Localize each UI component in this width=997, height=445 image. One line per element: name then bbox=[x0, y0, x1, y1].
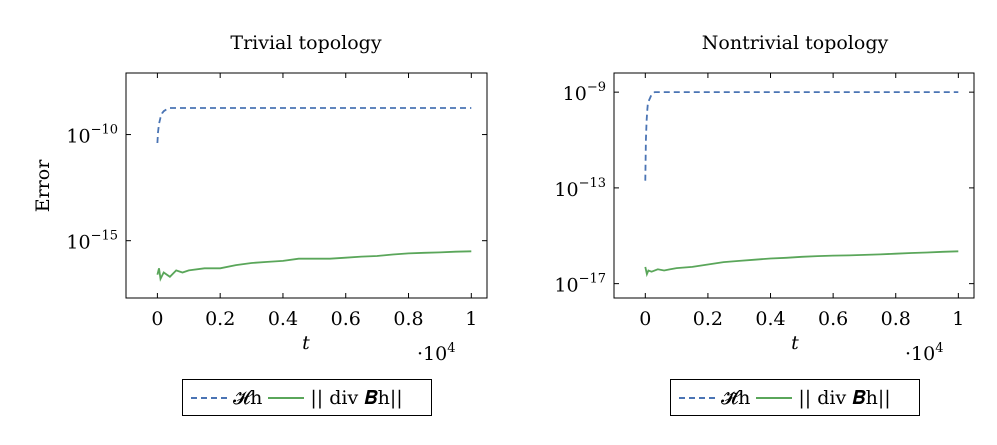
right-x-tick-label: 0.6 bbox=[818, 308, 848, 330]
left-x-tick-label: 0.2 bbox=[205, 308, 235, 330]
left-x-multiplier: ·104 bbox=[417, 341, 456, 365]
left-series-helicity-line bbox=[156, 107, 472, 144]
right-y-tick-label: 10−9 bbox=[563, 80, 606, 105]
left-legend-solid-swatch bbox=[268, 396, 305, 399]
right-legend: 𝓗̃h || div 𝑩h|| bbox=[670, 379, 920, 416]
right-series-divergence-line bbox=[644, 250, 959, 278]
left-x-tick-label: 0.4 bbox=[268, 308, 298, 330]
right-x-tick-label: 0.2 bbox=[693, 308, 723, 330]
left-x-axis-label: t bbox=[302, 332, 310, 354]
left-y-tick-label: 10−15 bbox=[66, 229, 118, 254]
left-chart: Trivial topology 0 0.2 0.4 0.6 0.8 1 10−10 10−1… bbox=[32, 32, 488, 365]
right-x-tick-label: 0 bbox=[639, 308, 651, 330]
left-y-axis-label: Error bbox=[32, 159, 54, 212]
left-marks: 0 0.2 0.4 0.6 0.8 1 10−10 10−15 bbox=[66, 73, 487, 330]
right-legend-solid-swatch bbox=[756, 396, 793, 399]
right-chart: Nontrivial topology 0 0.2 0.4 0.6 0.8 1 10−9 10… bbox=[554, 32, 975, 365]
right-x-axis-label: t bbox=[791, 332, 799, 354]
left-x-tick-label: 1 bbox=[465, 308, 477, 330]
left-legend-dashed-swatch bbox=[191, 396, 227, 399]
right-legend-series-2: || div 𝑩h|| bbox=[798, 386, 891, 409]
left-x-tick-label: 0.6 bbox=[331, 308, 361, 330]
left-legend: 𝓗h || div 𝑩h|| bbox=[182, 379, 432, 416]
left-x-tick-label: 0 bbox=[151, 308, 163, 330]
left-legend-series-1: 𝓗h bbox=[233, 386, 263, 409]
right-x-tick-label: 0.8 bbox=[881, 308, 911, 330]
right-x-tick-label: 1 bbox=[952, 308, 964, 330]
right-y-tick-label: 10−17 bbox=[554, 272, 606, 297]
left-series-divergence-line bbox=[156, 250, 472, 282]
right-legend-series-1: 𝓗̃h bbox=[721, 386, 751, 409]
right-plot-frame bbox=[613, 72, 975, 299]
right-x-tick-label: 0.4 bbox=[755, 308, 785, 330]
right-chart-title: Nontrivial topology bbox=[702, 32, 889, 54]
right-marks: 0 0.2 0.4 0.6 0.8 1 10−9 10−13 10−17 bbox=[554, 73, 974, 330]
left-legend-series-2: || div 𝑩h|| bbox=[310, 386, 403, 409]
left-y-tick-label: 10−10 bbox=[66, 123, 118, 148]
right-y-tick-label: 10−13 bbox=[554, 176, 606, 201]
left-x-tick-label: 0.8 bbox=[393, 308, 423, 330]
left-plot-frame bbox=[125, 72, 488, 299]
left-chart-title: Trivial topology bbox=[230, 32, 381, 54]
right-x-multiplier: ·104 bbox=[905, 341, 944, 365]
right-legend-dashed-swatch bbox=[679, 396, 715, 399]
right-series-helicity-line bbox=[644, 91, 959, 181]
